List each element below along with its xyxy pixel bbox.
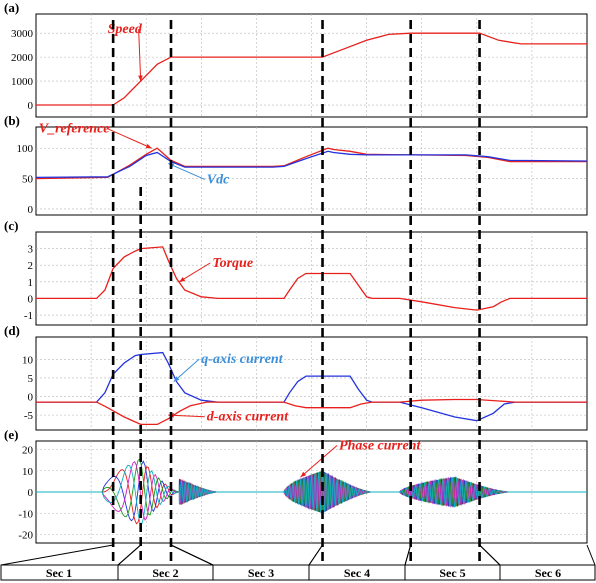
y-tick-label: 2 [28, 260, 34, 272]
y-tick-label: 2000 [11, 52, 34, 64]
annotation-label: Torque [212, 256, 253, 271]
panel-1: 100 50 0 (b) V_reference Vdc [4, 113, 588, 216]
series-line-0 [36, 246, 587, 311]
annotation-arrowhead [173, 376, 180, 382]
panels: 3000200010000(a)Speed100500(b)V_referenc… [4, 0, 588, 544]
y-tick-label: 3 [28, 244, 34, 256]
annotation-arrowhead [145, 143, 152, 149]
section-bar: Sec 1 Sec 2 Sec 3 Sec 4 Sec 5 Sec 6 [0, 544, 596, 581]
annotation-arrowhead [300, 471, 307, 478]
section-fan-line [479, 544, 501, 566]
panel-3: 10 5 0 -5 (d) q-axis current d-axis current [4, 323, 588, 431]
y-tick-label: 100 [17, 143, 34, 155]
section-fan-line [586, 544, 596, 566]
annotation-arrow [300, 445, 338, 478]
annotation-label: V_reference [39, 121, 110, 136]
y-tick-label: 10 [22, 466, 34, 478]
section-fan-line [117, 544, 142, 566]
panel-0: 3000 2000 1000 0 (a) Speed [4, 0, 588, 118]
annotation-arrow [178, 262, 211, 283]
y-tick-label: 0 [28, 204, 34, 216]
section-dividers [111, 20, 481, 565]
y-tick-label: 0 [28, 392, 34, 404]
section-fan-line [170, 544, 214, 566]
annotation-label: Speed [108, 22, 143, 37]
y-tick-label: 1000 [11, 76, 34, 88]
y-tick-label: 0 [28, 487, 34, 499]
y-tick-label: -10 [18, 508, 33, 520]
annotation-arrow [173, 358, 200, 383]
series-line-0 [36, 351, 587, 422]
annotation-arrowhead [138, 75, 143, 82]
y-tick-label: 20 [22, 445, 34, 457]
y-tick-label: 1 [28, 277, 34, 289]
annotation-label: d-axis current [207, 410, 289, 425]
series-line-1 [35, 150, 588, 179]
panel-label: (e) [4, 427, 18, 442]
y-tick-label: -20 [18, 530, 33, 542]
annotation-arrow [106, 128, 152, 149]
panel-label: (d) [4, 323, 20, 338]
panel-label: (c) [4, 218, 18, 233]
panel-4: 20 10 0 -10 -20 (e) Phase current [4, 427, 588, 544]
annotation-label: q-axis current [201, 352, 283, 367]
series-line-1 [36, 398, 587, 426]
y-tick-label: 0 [28, 293, 34, 305]
section-label: Sec 2 [152, 566, 178, 580]
y-tick-label: -5 [24, 410, 34, 422]
y-tick-label: 0 [28, 100, 34, 112]
section-label: Sec 1 [46, 566, 72, 580]
y-tick-label: -1 [24, 310, 33, 322]
y-tick-label: 10 [22, 354, 34, 366]
section-fan-line [308, 544, 323, 566]
annotation-label: Vdc [207, 172, 230, 187]
panel-2: 3 2 1 0 -1 (c) Torque [4, 218, 588, 326]
y-tick-label: 50 [22, 174, 34, 186]
section-fan-line [404, 544, 412, 566]
y-tick-label: 5 [28, 373, 34, 385]
series-line-0 [36, 32, 587, 106]
section-fan-line [0, 544, 114, 566]
annotation-arrow [168, 162, 206, 180]
panel-label: (a) [4, 0, 19, 15]
y-tick-label: 3000 [11, 28, 34, 40]
section-label: Sec 4 [344, 566, 370, 580]
panel-label: (b) [4, 113, 20, 128]
section-label: Sec 3 [248, 566, 274, 580]
phase-current-line-4 [36, 464, 587, 526]
section-label: Sec 5 [439, 566, 465, 580]
section-label: Sec 6 [535, 566, 561, 580]
section-bar-frame [0, 564, 596, 581]
annotation-arrow [168, 414, 205, 418]
phase-current-line-3 [36, 460, 587, 521]
annotation-arrow [138, 29, 142, 82]
annotation-label: Phase current [339, 439, 421, 454]
annotation-arrowhead [179, 276, 186, 282]
